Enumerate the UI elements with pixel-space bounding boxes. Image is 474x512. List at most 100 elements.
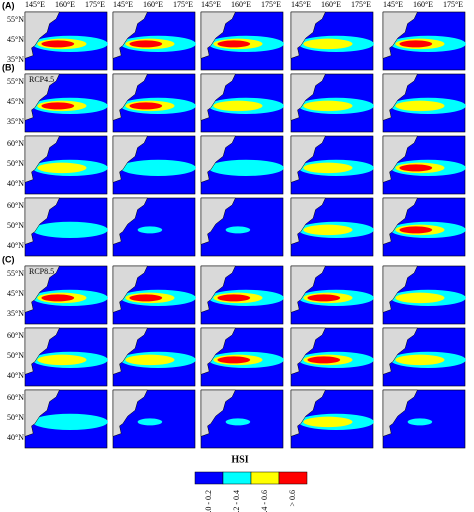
land — [24, 11, 60, 59]
land — [382, 135, 418, 183]
land — [200, 11, 236, 59]
latitude-label: 40°N — [7, 179, 24, 188]
longitude-label: 175°E — [443, 0, 463, 9]
land — [112, 327, 148, 375]
latitude-label: 60°N — [7, 201, 24, 210]
land — [112, 11, 148, 59]
habitat-band — [41, 294, 75, 302]
land — [112, 135, 148, 183]
longitude-label: 145°E — [383, 0, 403, 9]
latitude-label: 45°N — [7, 35, 24, 44]
longitude-label: 160°E — [55, 0, 75, 9]
map — [24, 11, 108, 71]
habitat-band — [120, 159, 196, 177]
habitat-band — [41, 102, 75, 110]
panel-label: (A) — [2, 0, 15, 10]
map — [200, 11, 284, 71]
map: RCP4.5 — [24, 73, 108, 133]
map — [382, 327, 466, 387]
legend-title: HSI — [231, 454, 248, 465]
map — [112, 135, 196, 195]
map — [382, 265, 466, 325]
longitude-label: 145°E — [201, 0, 221, 9]
map — [290, 73, 374, 133]
land — [290, 327, 326, 375]
map — [112, 327, 196, 387]
habitat-band — [307, 356, 341, 364]
map — [290, 327, 374, 387]
habitat-band — [225, 418, 251, 426]
latitude-label: 55°N — [7, 15, 24, 24]
map — [200, 327, 284, 387]
legend-label: 0.0 - 0.2 — [204, 490, 213, 512]
longitude-label: 160°E — [321, 0, 341, 9]
latitude-label: 50°N — [7, 413, 24, 422]
map — [200, 389, 284, 449]
longitude-label: 175°E — [85, 0, 105, 9]
legend-swatch — [250, 471, 280, 485]
habitat-band — [395, 100, 445, 112]
habitat-band — [303, 38, 353, 50]
map — [382, 389, 466, 449]
map — [290, 11, 374, 71]
longitude-label: 145°E — [291, 0, 311, 9]
map — [382, 11, 466, 71]
map — [382, 73, 466, 133]
habitat-band — [399, 164, 433, 172]
longitude-label: 160°E — [231, 0, 251, 9]
land — [200, 265, 236, 313]
longitude-label: 160°E — [413, 0, 433, 9]
land — [112, 197, 148, 245]
land — [200, 197, 236, 245]
habitat-band — [129, 102, 163, 110]
land — [290, 73, 326, 121]
habitat-band — [395, 292, 445, 304]
land — [112, 265, 148, 313]
legend-swatch — [194, 471, 224, 485]
land — [382, 389, 418, 437]
map — [112, 197, 196, 257]
scenario-label: RCP8.5 — [29, 267, 54, 276]
map — [24, 327, 108, 387]
panel-label: (C) — [2, 254, 15, 264]
land — [200, 73, 236, 121]
habitat-band — [129, 40, 163, 48]
habitat-band — [41, 40, 75, 48]
latitude-label: 35°N — [7, 309, 24, 318]
map — [200, 265, 284, 325]
longitude-label: 175°E — [173, 0, 193, 9]
land — [24, 265, 60, 313]
land — [382, 327, 418, 375]
habitat-band — [32, 413, 108, 431]
latitude-label: 60°N — [7, 393, 24, 402]
habitat-band — [217, 356, 251, 364]
land — [200, 327, 236, 375]
land — [24, 135, 60, 183]
habitat-band — [213, 100, 263, 112]
land — [24, 327, 60, 375]
map: RCP8.5 — [24, 265, 108, 325]
map — [382, 197, 466, 257]
land — [290, 389, 326, 437]
map — [24, 389, 108, 449]
map — [24, 135, 108, 195]
longitude-label: 175°E — [351, 0, 371, 9]
land — [200, 389, 236, 437]
map — [24, 197, 108, 257]
map — [112, 265, 196, 325]
latitude-label: 40°N — [7, 433, 24, 442]
land — [382, 73, 418, 121]
land — [290, 197, 326, 245]
latitude-label: 40°N — [7, 241, 24, 250]
longitude-label: 160°E — [143, 0, 163, 9]
habitat-band — [217, 294, 251, 302]
legend-label: > 0.6 — [288, 490, 297, 507]
legend-label: 0.4 - 0.6 — [260, 490, 269, 512]
land — [290, 11, 326, 59]
habitat-band — [137, 226, 163, 234]
habitat-band — [125, 354, 175, 366]
land — [112, 389, 148, 437]
habitat-band — [395, 354, 445, 366]
map — [290, 265, 374, 325]
habitat-band — [307, 294, 341, 302]
